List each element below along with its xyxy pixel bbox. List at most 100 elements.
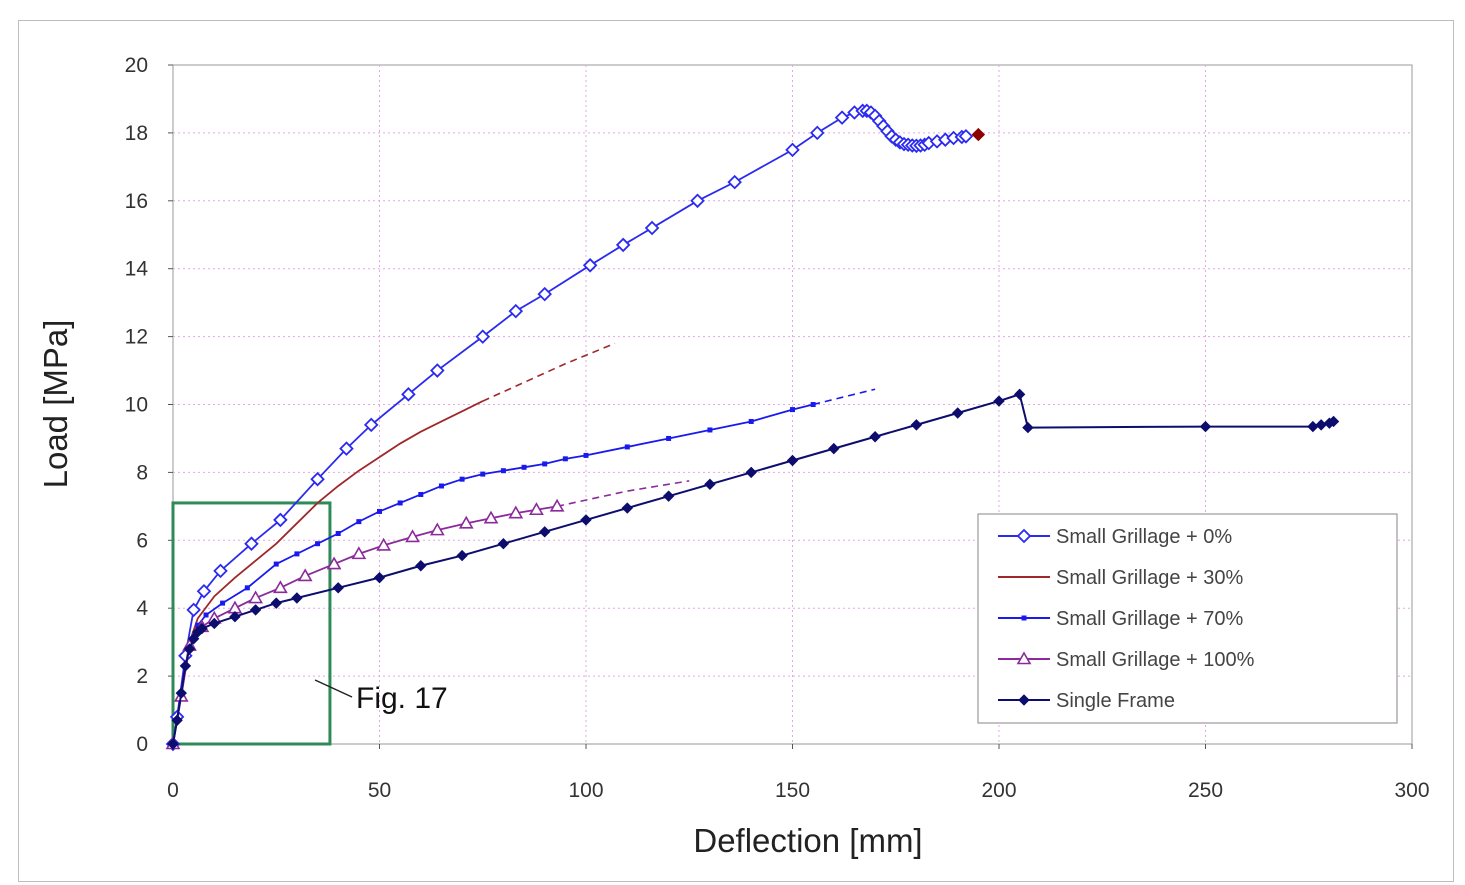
data-point <box>397 500 403 506</box>
data-point <box>294 551 300 557</box>
data-point <box>666 435 672 441</box>
series-group <box>165 103 1340 752</box>
y-tick-label: 6 <box>136 529 148 552</box>
legend-marker <box>1018 694 1030 706</box>
y-tick-label: 4 <box>136 597 148 620</box>
data-point <box>438 483 444 489</box>
fig17-label: Fig. 17 <box>356 682 448 715</box>
data-point <box>186 602 201 618</box>
data-point <box>582 258 598 273</box>
data-point <box>458 515 474 529</box>
x-tick-label: 100 <box>568 779 603 802</box>
data-point <box>418 491 424 497</box>
legend-item-small-grillage-30: Small Grillage + 30% <box>998 567 1244 589</box>
data-point <box>810 125 825 141</box>
data-point <box>208 617 221 630</box>
series-small-grillage-70 <box>170 388 876 747</box>
data-point <box>229 610 241 623</box>
data-point <box>196 583 212 599</box>
data-point <box>456 549 468 562</box>
data-point <box>508 303 524 319</box>
y-tick-label: 8 <box>136 461 148 484</box>
legend-item-single-frame: Single Frame <box>998 690 1175 712</box>
data-point <box>415 560 427 572</box>
data-point <box>910 419 923 431</box>
data-point <box>1013 388 1026 401</box>
data-point <box>810 402 816 407</box>
legend-marker <box>1016 528 1032 544</box>
data-point <box>244 536 259 551</box>
legend-label: Small Grillage + 0% <box>1056 526 1232 548</box>
fig17-leader-line <box>314 679 353 698</box>
x-tick-label: 50 <box>368 779 391 802</box>
fig17-annotation: Fig. 17 <box>171 501 448 746</box>
legend: Small Grillage + 0% Small Grillage + 30% S… <box>977 513 1398 724</box>
data-point <box>644 220 660 236</box>
data-point <box>326 556 342 570</box>
data-point <box>1307 420 1319 433</box>
data-point <box>500 468 506 474</box>
data-point <box>580 514 592 526</box>
data-point <box>615 237 631 253</box>
series-small-grillage-30 <box>172 342 616 745</box>
data-point <box>291 592 303 604</box>
data-point <box>785 142 800 158</box>
data-point <box>187 633 200 645</box>
data-point <box>662 490 675 502</box>
y-tick-label: 16 <box>125 190 148 213</box>
series-extrapolation <box>812 388 876 406</box>
data-point <box>171 714 183 726</box>
data-point <box>834 110 850 125</box>
data-point <box>549 498 565 512</box>
data-point <box>993 395 1005 407</box>
data-point <box>707 427 713 433</box>
x-tick-label: 150 <box>775 779 810 802</box>
data-point <box>521 464 527 470</box>
y-tick-label: 0 <box>136 733 148 756</box>
data-point <box>310 471 325 487</box>
data-point <box>483 510 499 524</box>
data-point <box>249 604 262 616</box>
y-axis-title: Load [MPa] <box>37 320 74 489</box>
data-point <box>562 456 568 462</box>
data-point <box>339 441 354 456</box>
data-point <box>179 660 192 672</box>
data-point <box>244 585 250 591</box>
legend-marker <box>1021 615 1027 621</box>
data-point <box>297 568 313 582</box>
data-point <box>828 442 840 455</box>
data-point <box>1199 420 1212 433</box>
data-point <box>958 129 974 144</box>
data-point <box>786 454 799 467</box>
series-line <box>172 400 484 745</box>
data-point <box>690 193 705 209</box>
data-point <box>475 329 491 344</box>
data-point <box>704 478 716 490</box>
series-line <box>172 109 967 745</box>
data-point <box>273 580 288 594</box>
data-point <box>175 687 187 699</box>
series-extrapolation <box>556 480 690 508</box>
series-single-frame <box>167 388 1340 750</box>
x-tick-label: 250 <box>1188 779 1223 802</box>
legend-label: Small Grillage + 70% <box>1056 608 1244 630</box>
data-point <box>401 387 416 402</box>
chart-frame <box>18 20 1454 882</box>
series-small-grillage-0 <box>165 103 986 752</box>
data-point <box>748 418 754 424</box>
final-data-point <box>971 127 986 142</box>
data-point <box>951 407 964 419</box>
data-point <box>480 471 486 477</box>
data-point <box>248 590 263 604</box>
series-line <box>172 403 814 745</box>
data-point <box>745 466 757 479</box>
data-point <box>220 600 226 606</box>
data-point <box>583 452 589 458</box>
data-point <box>183 643 196 655</box>
legend-label: Small Grillage + 100% <box>1056 649 1255 671</box>
data-point <box>373 571 386 584</box>
data-point <box>195 622 201 628</box>
data-point <box>624 444 630 450</box>
data-point <box>869 431 881 443</box>
